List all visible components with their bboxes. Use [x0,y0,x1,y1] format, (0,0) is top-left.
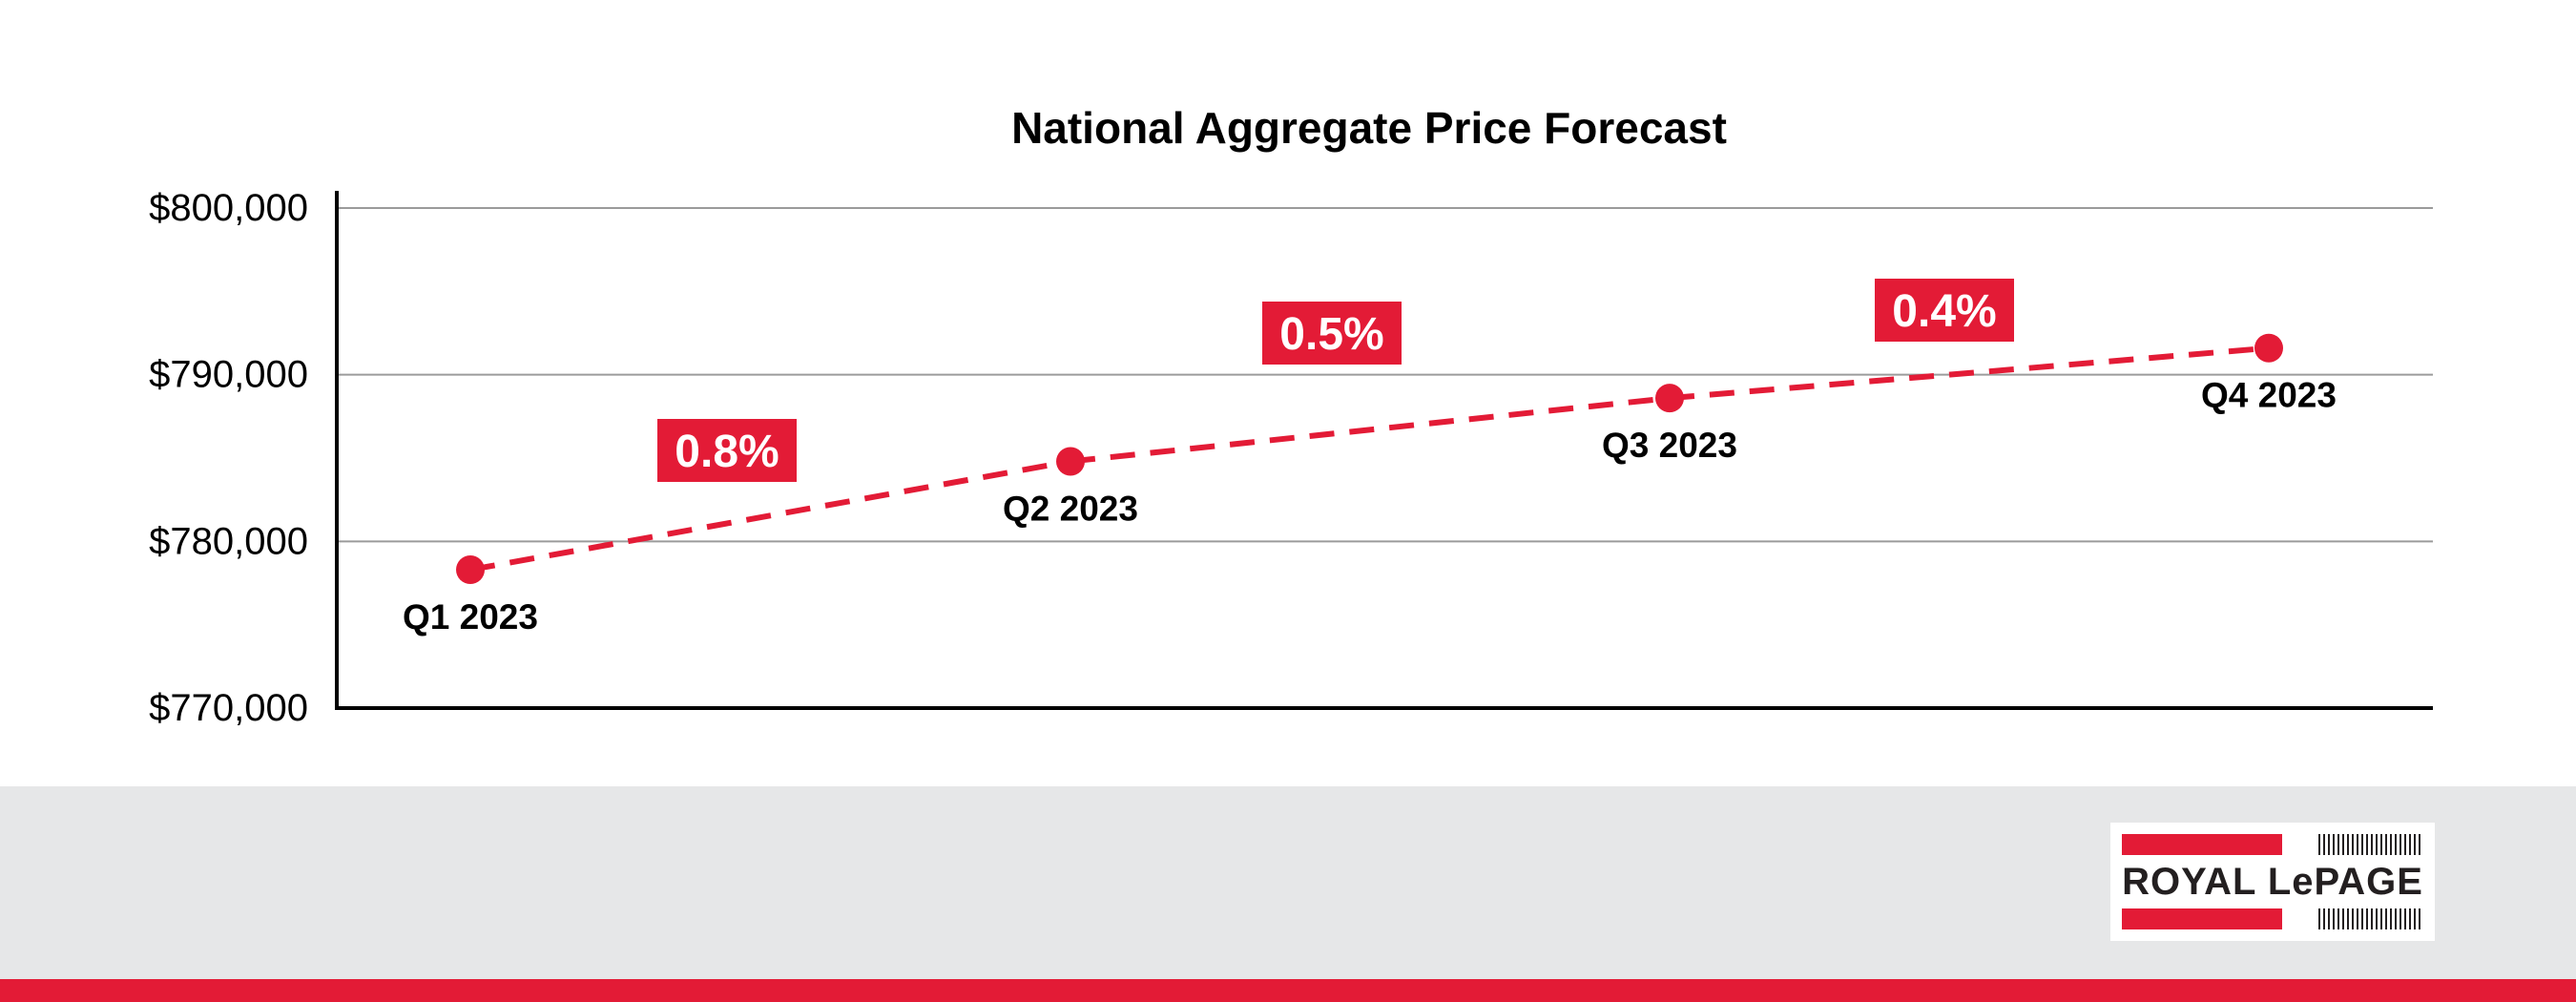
y-tick-label: $800,000 [149,187,308,229]
point-label: Q4 2023 [2201,376,2337,415]
point-labels: Q1 2023 Q2 2023 Q3 2023 Q4 2023 [403,376,2337,637]
axes [335,191,2433,710]
data-point [1056,447,1085,476]
annotation-label: 0.5% [1279,309,1383,360]
series-line [469,344,2270,573]
y-tick-label: $780,000 [149,520,308,562]
data-point [2254,333,2283,363]
annotation-box [657,419,797,482]
point-label: Q1 2023 [403,597,538,637]
growth-annotations: 0.8% 0.5% 0.4% [657,279,2014,482]
series-line-segment [1070,395,1671,465]
y-tick-label: $790,000 [149,354,308,396]
logo-text: ROYAL LePAGE [2122,861,2423,903]
point-label: Q2 2023 [1003,489,1138,528]
series-line-segment [1669,344,2270,402]
annotation-label: 0.4% [1892,286,1996,337]
data-point [456,555,485,585]
annotation-box [1262,302,1402,365]
royal-lepage-logo: ROYAL LePAGE [2110,823,2435,941]
logo-ticks-bottom [2318,908,2421,929]
y-tick-label: $770,000 [149,687,308,729]
logo-ticks-top [2318,834,2421,855]
logo-red-stripe-bottom [2122,908,2282,929]
grid-lines [337,207,2433,543]
logo-red-stripe-top [2122,834,2282,855]
footer-red-bar [0,979,2576,1002]
y-tick-labels: $770,000 $780,000 $790,000 $800,000 [149,187,308,729]
data-point [1655,384,1684,413]
annotation-label: 0.8% [675,427,779,477]
data-points [456,333,2283,585]
series-line-segment [469,458,1071,573]
point-label: Q3 2023 [1602,426,1737,465]
annotation-box [1875,279,2014,342]
chart-title: National Aggregate Price Forecast [1011,103,1727,153]
